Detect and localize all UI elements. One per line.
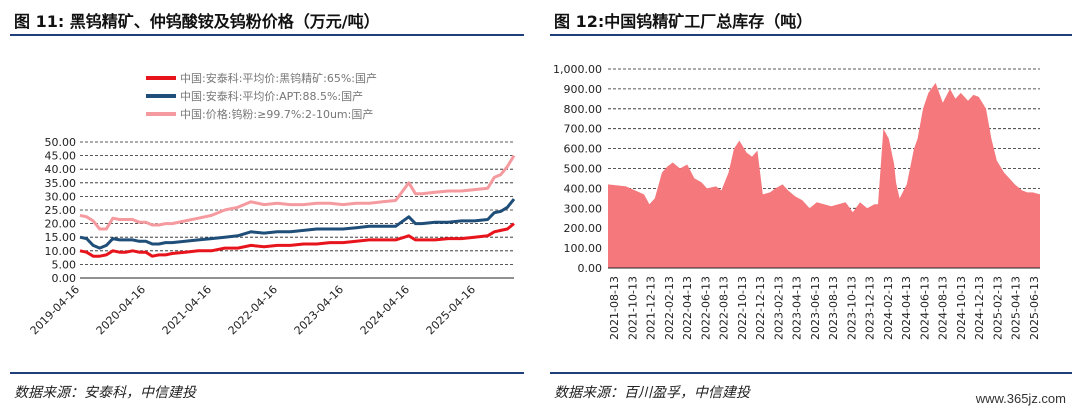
left-chart-panel: 图 11: 黑钨精矿、仲钨酸铵及钨粉价格（万元/吨） 0.00 5.00 10.00… [0,0,532,414]
x-tick-label: 2023-04-16 [292,283,346,337]
series-line [79,154,516,231]
legend-entry: 中国:安泰科:平均价:黑钨精矿:65%:国产 [180,71,377,85]
x-tick-label: 2025-04-13 [1010,276,1023,340]
x-tick-label: 2024-08-13 [937,276,950,340]
x-tick-label: 2024-06-13 [918,276,931,340]
x-tick-label: 2021-12-13 [645,276,658,340]
legend-entry: 中国:价格:钨粉:≥99.7%:2-10um:国产 [180,107,373,121]
y-tick-label: 300.00 [564,202,603,215]
x-tick-label: 2020-04-16 [94,283,148,337]
y-tick-label: 10.00 [45,245,77,258]
x-tick-label: 2025-02-13 [991,276,1004,340]
x-tick-label: 2021-04-16 [160,283,214,337]
y-tick-label: 600.00 [564,143,603,156]
x-tick-label: 2022-04-16 [226,283,280,337]
x-tick-label: 2024-02-13 [882,276,895,340]
x-tick-label: 2023-02-13 [772,276,785,340]
x-tick-label: 2022-12-13 [754,276,767,340]
y-tick-label: 35.00 [45,177,77,190]
x-tick-label: 2023-08-13 [827,276,840,340]
y-tick-label: 0.00 [52,272,77,285]
y-tick-label: 5.00 [52,258,77,271]
left-chart-title: 图 11: 黑钨精矿、仲钨酸铵及钨粉价格（万元/吨） [14,12,380,31]
x-tick-label: 2022-02-13 [663,276,676,340]
y-tick-label: 500.00 [564,163,603,176]
right-top-rule [550,34,1072,36]
left-source-note: 数据来源：安泰科，中信建投 [14,385,196,401]
x-tick-label: 2024-04-13 [900,276,913,340]
x-tick-label: 2024-04-16 [358,283,412,337]
x-tick-label: 2025-06-13 [1028,276,1041,340]
inventory-area [608,82,1040,269]
y-tick-label: 1,000.00 [553,63,602,76]
y-tick-label: 30.00 [45,190,77,203]
y-tick-label: 400.00 [564,182,603,195]
right-source-note: 数据来源：百川盈孚，中信建投 [554,385,750,401]
left-top-rule [10,34,524,36]
x-tick-label: 2022-04-13 [681,276,694,340]
watermark: www.365jz.com [975,391,1066,406]
x-tick-label: 2022-10-13 [736,276,749,340]
y-tick-label: 45.00 [45,150,77,163]
x-tick-label: 2022-06-13 [699,276,712,340]
x-tick-label: 2021-08-13 [608,276,621,340]
right-bottom-rule [550,372,1072,374]
right-chart-title: 图 12:中国钨精矿工厂总库存（吨） [554,12,813,31]
left-line-chart: 0.005.0010.0015.0020.0025.0030.0035.0040… [28,71,516,337]
y-tick-label: 20.00 [45,218,77,231]
x-tick-label: 2023-06-13 [809,276,822,340]
x-tick-label: 2024-12-13 [973,276,986,340]
y-tick-label: 0.00 [578,262,603,275]
left-bottom-rule [10,372,524,374]
y-tick-label: 25.00 [45,204,77,217]
x-tick-label: 2024-10-13 [955,276,968,340]
x-tick-label: 2025-04-16 [424,283,478,337]
x-tick-label: 2023-12-13 [864,276,877,340]
right-area-chart: 0.00 100.00 200.00 300.00 400.00 500.00 600.00… [553,63,1041,340]
x-tick-label: 2023-04-13 [791,276,804,340]
x-tick-label: 2019-04-16 [28,283,82,337]
x-tick-label: 2022-08-13 [718,276,731,340]
y-tick-label: 40.00 [45,163,77,176]
y-tick-label: 200.00 [564,222,603,235]
y-tick-label: 50.00 [45,136,77,149]
y-tick-label: 100.00 [564,242,603,255]
series-line [79,198,516,250]
y-tick-label: 800.00 [564,103,603,116]
right-chart-panel: 图 12:中国钨精矿工厂总库存（吨） 0.00 100.00 200.00 300.0… [540,0,1080,414]
x-tick-label: 2023-10-13 [845,276,858,340]
y-tick-label: 700.00 [564,123,603,136]
x-tick-label: 2021-10-13 [626,276,639,340]
y-tick-label: 15.00 [45,231,77,244]
legend-entry: 中国:安泰科:平均价:APT:88.5%:国产 [180,89,363,103]
series-line [79,222,515,258]
y-tick-label: 900.00 [564,83,603,96]
